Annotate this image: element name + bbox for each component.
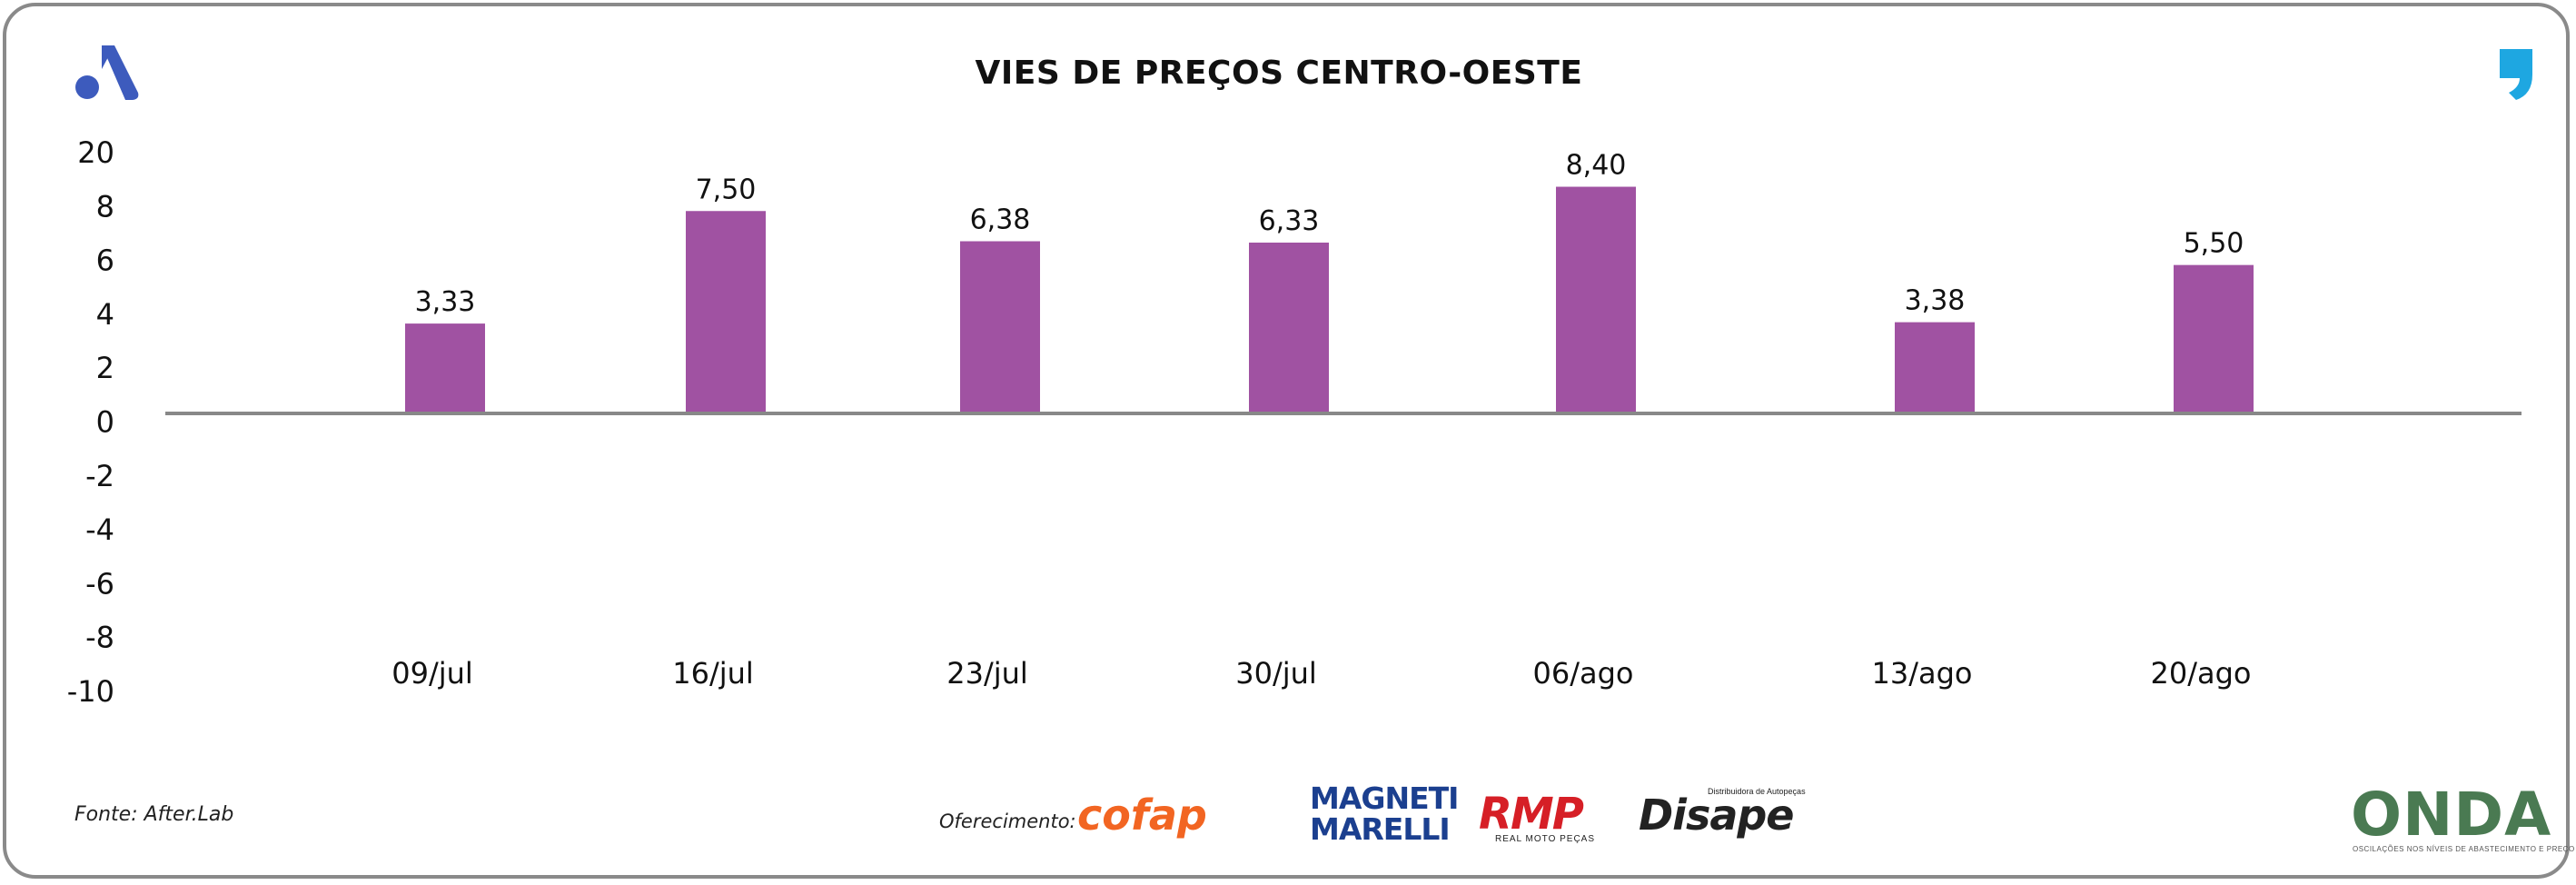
- bar: [405, 323, 485, 413]
- y-tick-label: -10: [67, 674, 114, 709]
- x-tick-label: 30/jul: [1235, 656, 1317, 691]
- rmp-tagline: REAL MOTO PEÇAS: [1495, 834, 1596, 844]
- offer-label: Oferecimento:: [939, 810, 1076, 832]
- brand-a-icon: [75, 45, 139, 100]
- y-tick-label: -8: [85, 621, 114, 655]
- sponsor-cofap-logo: cofap: [1077, 791, 1207, 840]
- x-tick-label: 20/ago: [2151, 656, 2252, 691]
- x-tick-label: 16/jul: [672, 656, 754, 691]
- y-tick-label: -6: [85, 566, 114, 601]
- y-tick-label: 6: [96, 244, 114, 278]
- bar-value-label: 6,38: [970, 204, 1031, 236]
- bar-value-label: 3,38: [1905, 285, 1966, 317]
- bar: [1895, 322, 1975, 413]
- sponsor-magneti-marelli-logo: MAGNETI MARELLI: [1310, 781, 1459, 847]
- x-tick-label: 13/ago: [1872, 656, 1973, 691]
- disape-tagline: Distribuidora de Autopeças: [1708, 787, 1806, 796]
- bar-value-label: 7,50: [696, 174, 757, 205]
- x-tick-label: 23/jul: [946, 656, 1028, 691]
- y-tick-label: 4: [96, 297, 114, 332]
- onda-logo: ONDA: [2351, 780, 2552, 850]
- bar: [2174, 264, 2254, 413]
- y-tick-label: 8: [96, 189, 114, 224]
- bar: [1556, 186, 1636, 413]
- y-tick-label: -4: [85, 512, 114, 547]
- bar-value-label: 8,40: [1566, 150, 1627, 182]
- source-note: Fonte: After.Lab: [74, 803, 234, 826]
- x-tick-label: 06/ago: [1533, 656, 1634, 691]
- bar: [686, 211, 766, 413]
- bar-value-label: 3,33: [415, 286, 476, 318]
- bar: [1249, 242, 1329, 413]
- sponsor-rmp-logo: RMP: [1479, 789, 1584, 840]
- y-tick-label: 20: [77, 135, 114, 170]
- y-tick-label: 0: [96, 405, 114, 440]
- y-tick-label: -2: [85, 459, 114, 493]
- x-tick-label: 09/jul: [391, 656, 473, 691]
- y-tick-label: 2: [96, 351, 114, 385]
- bar-value-label: 5,50: [2184, 228, 2244, 260]
- chart-frame: [3, 3, 2570, 879]
- chart-title: VIES DE PREÇOS CENTRO-OESTE: [975, 55, 1583, 92]
- bar-value-label: 6,33: [1259, 205, 1320, 237]
- comma-quote-icon: [2500, 49, 2532, 100]
- bar: [960, 241, 1040, 413]
- sponsor-disape-logo: Disape: [1639, 791, 1794, 840]
- onda-tagline: OSCILAÇÕES NOS NÍVEIS DE ABASTECIMENTO E…: [2353, 845, 2575, 853]
